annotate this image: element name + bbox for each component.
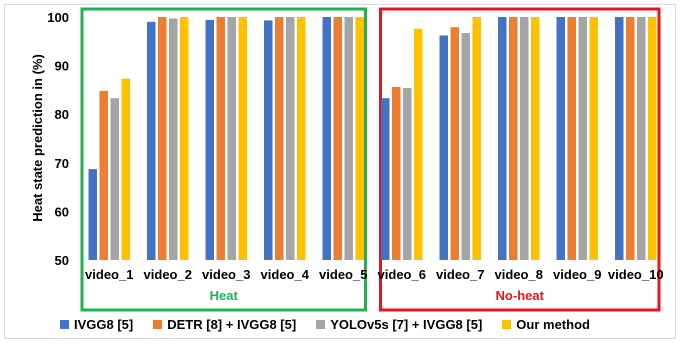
legend-swatch — [60, 320, 69, 329]
bar-video_3-series-2 — [216, 17, 225, 260]
legend-label: YOLOv5s [7] + IVGG8 [5] — [330, 317, 483, 332]
bar-video_6-series-4 — [414, 28, 423, 260]
x-tick-label: video_7 — [436, 267, 484, 282]
bar-video_9-series-2 — [567, 17, 576, 260]
bar-video_10-series-3 — [637, 17, 646, 260]
x-tick-label: video_6 — [378, 267, 426, 282]
bar-video_1-series-1 — [88, 169, 97, 260]
bar-video_5-series-2 — [333, 17, 342, 260]
x-tick-label: video_5 — [319, 267, 367, 282]
bar-video_2-series-1 — [147, 21, 156, 260]
bar-video_8-series-1 — [498, 17, 507, 260]
group-box-no-heat — [379, 7, 661, 312]
bar-video_3-series-1 — [205, 19, 214, 260]
bar-video_4-series-1 — [264, 20, 273, 260]
bar-video_5-series-1 — [322, 17, 331, 260]
y-tick-label: 60 — [55, 204, 69, 219]
bar-video_7-series-3 — [461, 33, 470, 261]
y-tick-label: 90 — [55, 59, 69, 74]
bar-video_3-series-3 — [227, 17, 236, 260]
bar-video_3-series-4 — [238, 17, 247, 260]
y-ticks: 50 60 70 80 90 100 — [47, 10, 69, 268]
legend-item: DETR [8] + IVGG8 [5] — [153, 317, 296, 332]
bar-video_9-series-4 — [589, 17, 598, 260]
legend-item: IVGG8 [5] — [60, 317, 133, 332]
y-tick-label: 50 — [55, 253, 69, 268]
y-tick-label: 100 — [47, 10, 69, 25]
bar-video_8-series-4 — [531, 17, 540, 260]
group-boxes: Heat No-heat — [80, 7, 661, 312]
bar-video_6-series-2 — [392, 86, 401, 260]
bar-video_2-series-2 — [158, 17, 167, 260]
bars-layer — [88, 17, 657, 261]
bar-video_4-series-2 — [275, 17, 284, 260]
x-tick-label: video_4 — [261, 267, 310, 282]
bar-video_1-series-4 — [121, 78, 130, 260]
x-tick-labels: video_1 video_2 video_3 video_4 video_5 video… — [85, 267, 664, 282]
bar-video_6-series-3 — [403, 87, 412, 261]
x-tick-label: video_2 — [144, 267, 192, 282]
x-tick-label: video_3 — [202, 267, 250, 282]
legend-item: Our method — [502, 317, 590, 332]
legend-swatch — [316, 320, 326, 329]
bar-video_10-series-4 — [648, 17, 657, 260]
x-tick-label: video_9 — [553, 267, 601, 282]
group-label: No-heat — [496, 288, 545, 303]
y-tick-label: 80 — [55, 107, 69, 122]
y-axis-label: Heat state prediction in (%) — [30, 54, 45, 222]
bar-video_7-series-1 — [439, 35, 448, 260]
bar-video_5-series-4 — [355, 17, 364, 260]
bar-video_9-series-3 — [578, 17, 587, 260]
legend-label: DETR [8] + IVGG8 [5] — [167, 317, 297, 332]
legend-item: YOLOv5s [7] + IVGG8 [5] — [316, 317, 482, 332]
bar-video_9-series-1 — [556, 17, 565, 260]
group-label: Heat — [210, 288, 239, 303]
chart-frame — [4, 4, 676, 339]
bar-video_1-series-2 — [99, 90, 108, 260]
legend: IVGG8 [5] DETR [8] + IVGG8 [5] YOLOv5s [7]… — [60, 317, 590, 332]
y-tick-label: 70 — [55, 156, 69, 171]
bar-video_1-series-3 — [110, 98, 119, 260]
bar-video_8-series-3 — [520, 17, 529, 260]
bar-video_5-series-3 — [344, 17, 353, 260]
bar-video_4-series-3 — [286, 17, 295, 260]
bar-video_7-series-4 — [472, 17, 481, 260]
bar-video_6-series-1 — [381, 98, 390, 260]
group-box-heat — [80, 7, 367, 312]
x-tick-label: video_10 — [608, 267, 664, 282]
bar-video_7-series-2 — [450, 27, 459, 261]
bar-video_10-series-2 — [626, 17, 635, 260]
legend-label: Our method — [516, 317, 590, 332]
legend-swatch — [502, 320, 512, 329]
bar-video_10-series-1 — [615, 17, 624, 260]
legend-label: IVGG8 [5] — [74, 317, 134, 332]
bar-video_2-series-3 — [169, 18, 178, 260]
bar-video_8-series-2 — [509, 17, 518, 260]
bar-video_4-series-4 — [297, 17, 306, 260]
bar-video_2-series-4 — [180, 17, 189, 260]
x-tick-label: video_1 — [85, 267, 133, 282]
x-tick-label: video_8 — [495, 267, 543, 282]
legend-swatch — [153, 320, 163, 329]
